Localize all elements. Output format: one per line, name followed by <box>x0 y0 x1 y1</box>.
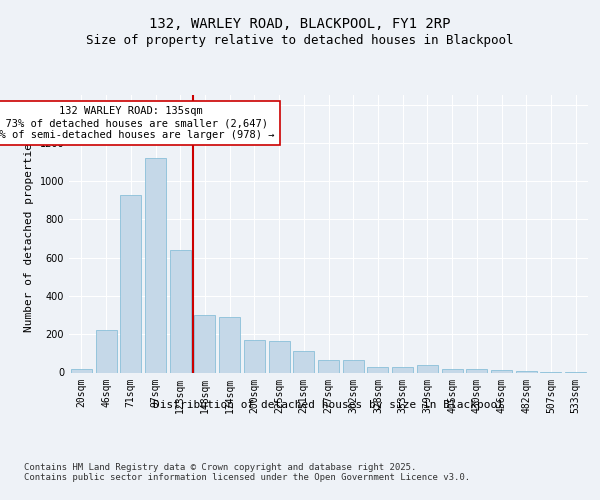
Y-axis label: Number of detached properties: Number of detached properties <box>24 136 34 332</box>
Text: Size of property relative to detached houses in Blackpool: Size of property relative to detached ho… <box>86 34 514 47</box>
Bar <box>71 368 92 372</box>
Bar <box>318 360 339 372</box>
Bar <box>491 370 512 372</box>
Bar <box>120 194 141 372</box>
Bar <box>392 367 413 372</box>
Bar <box>269 341 290 372</box>
Text: 132, WARLEY ROAD, BLACKPOOL, FY1 2RP: 132, WARLEY ROAD, BLACKPOOL, FY1 2RP <box>149 18 451 32</box>
Bar <box>219 317 240 372</box>
Text: Distribution of detached houses by size in Blackpool: Distribution of detached houses by size … <box>154 400 504 410</box>
Bar <box>170 250 191 372</box>
Bar <box>95 330 116 372</box>
Bar <box>367 367 388 372</box>
Bar <box>244 340 265 372</box>
Bar <box>466 368 487 372</box>
Bar <box>516 370 537 372</box>
Bar <box>417 365 438 372</box>
Text: Contains HM Land Registry data © Crown copyright and database right 2025.
Contai: Contains HM Land Registry data © Crown c… <box>24 462 470 482</box>
Bar <box>343 360 364 372</box>
Bar <box>194 315 215 372</box>
Bar <box>442 368 463 372</box>
Bar <box>145 158 166 372</box>
Text: 132 WARLEY ROAD: 135sqm
← 73% of detached houses are smaller (2,647)
27% of semi: 132 WARLEY ROAD: 135sqm ← 73% of detache… <box>0 106 275 140</box>
Bar <box>293 352 314 372</box>
